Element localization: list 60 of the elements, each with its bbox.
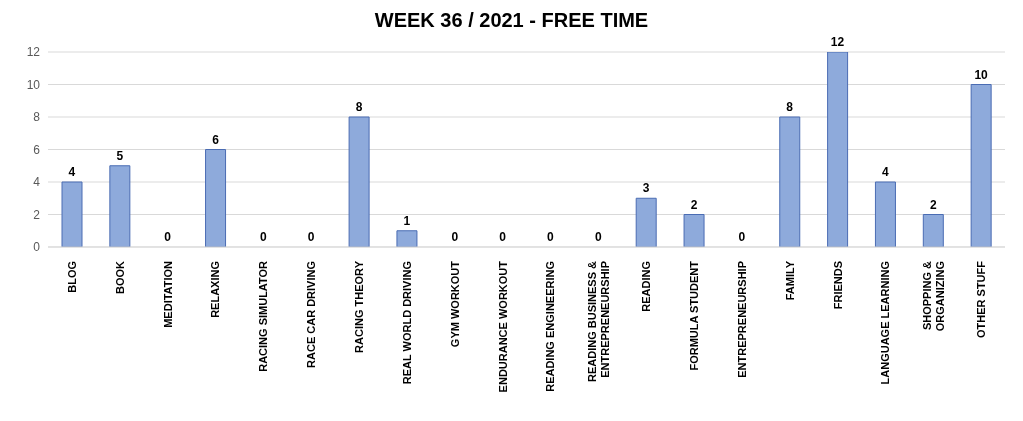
data-label: 8 (786, 100, 794, 114)
bar (61, 181, 83, 247)
bar (683, 214, 705, 247)
data-label: 4 (68, 165, 76, 179)
x-tick-label: RACE CAR DRIVING (305, 261, 318, 368)
data-label: 3 (642, 181, 650, 196)
y-tick-label: 8 (33, 110, 41, 125)
x-tick-label: REAL WORLD DRIVING (400, 261, 413, 385)
x-tick-label: READING BUSINESS & ENTREPRENEURSHIP (585, 260, 611, 383)
data-label: 0 (307, 230, 315, 244)
bar (922, 214, 944, 247)
data-label: 0 (738, 230, 746, 244)
data-label: 8 (355, 100, 363, 114)
y-tick-label: 4 (33, 175, 41, 190)
x-tick-label: FRIENDS (831, 261, 844, 310)
x-tick-label: BOOK (113, 260, 126, 294)
x-tick-label: FAMILY (783, 260, 796, 301)
data-label: 0 (259, 230, 267, 244)
x-tick-label: ENTREPRENEURSHIP (735, 261, 748, 378)
bar (109, 165, 131, 247)
y-tick-label: 0 (33, 240, 41, 255)
data-label: 0 (594, 230, 602, 244)
x-tick-label: OTHER STUFF (975, 260, 988, 338)
y-tick-label: 12 (26, 45, 41, 60)
x-tick-label: RACING THEORY (353, 260, 366, 353)
bar (827, 52, 849, 247)
data-label: 0 (164, 230, 172, 244)
data-label: 5 (116, 148, 124, 163)
y-tick-label: 2 (33, 207, 41, 222)
bar (635, 197, 657, 247)
bar (970, 84, 992, 247)
x-tick-label: ENDURANCE WORKOUT (496, 260, 509, 393)
x-tick-label: RELAXING (209, 261, 222, 318)
data-label: 1 (403, 213, 411, 228)
data-label: 0 (547, 230, 555, 244)
data-label: 4 (882, 165, 890, 179)
data-label: 0 (451, 230, 459, 244)
data-label: 2 (929, 197, 937, 212)
data-label: 0 (499, 230, 507, 244)
x-tick-label: READING (640, 261, 653, 312)
x-tick-label: SHOPPING & ORGANIZING (920, 260, 946, 332)
data-label: 10 (974, 67, 989, 82)
x-tick-label: FORMULA STUDENT (687, 260, 700, 371)
bar (205, 149, 227, 247)
x-tick-label: READING ENGINEERING (544, 261, 557, 392)
x-tick-label: BLOG (65, 261, 78, 293)
bar (779, 116, 801, 247)
y-tick-label: 6 (33, 142, 41, 157)
x-tick-label: GYM WORKOUT (448, 260, 461, 348)
chart-title: WEEK 36 / 2021 - FREE TIME (373, 8, 650, 32)
data-label: 6 (212, 132, 220, 147)
x-tick-label: RACING SIMULATOR (257, 260, 270, 372)
y-tick-label: 10 (26, 77, 41, 92)
bar (348, 116, 370, 247)
x-tick-label: MEDITATION (161, 260, 174, 328)
data-label: 2 (690, 197, 698, 212)
data-label: 12 (830, 35, 845, 49)
x-tick-label: LANGUAGE LEARNING (879, 261, 892, 385)
bar (874, 181, 896, 247)
bar (396, 230, 418, 247)
